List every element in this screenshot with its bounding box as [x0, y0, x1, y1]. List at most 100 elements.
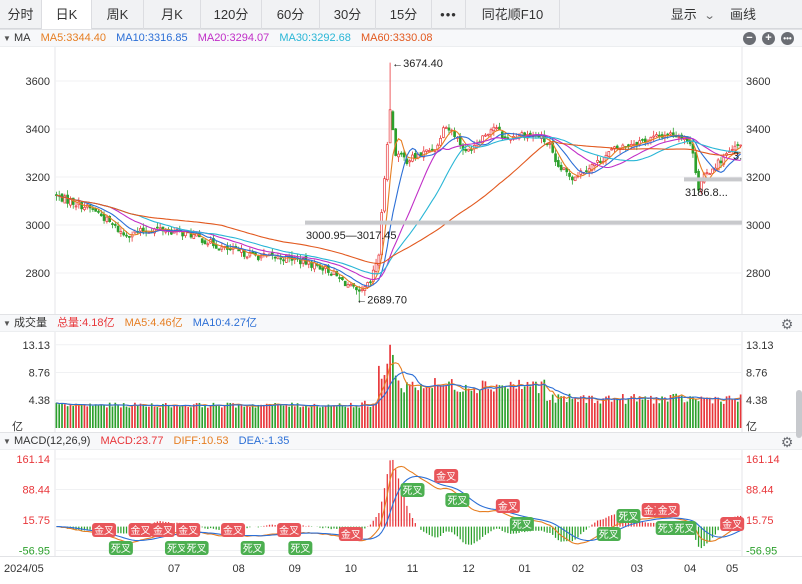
- golden-cross-marker: 金叉: [176, 523, 201, 537]
- volume-bar: [526, 381, 529, 428]
- candle-body: [94, 208, 97, 212]
- candle-body: [442, 127, 445, 138]
- volume-bar: [72, 406, 75, 428]
- volume-bar: [549, 400, 551, 428]
- scrollbar[interactable]: [796, 390, 802, 438]
- more-options-icon[interactable]: •••: [781, 32, 794, 45]
- volume-bar: [235, 407, 237, 428]
- collapse-caret-icon[interactable]: ▼: [3, 437, 11, 446]
- volume-bar: [58, 404, 61, 428]
- candle-body: [439, 137, 442, 146]
- macd-tick-left: 88.44: [22, 485, 50, 497]
- macd-tick-left: 161.14: [16, 454, 50, 466]
- volume-bar: [652, 403, 655, 428]
- volume-bar: [61, 403, 63, 428]
- macd-tick-right: 15.75: [746, 515, 774, 527]
- volume-bar: [192, 404, 195, 428]
- candle-body: [102, 214, 106, 221]
- candle-body: [599, 160, 602, 164]
- ma5-value: MA5:3344.40: [40, 32, 106, 44]
- marker-badge: [128, 523, 153, 537]
- volume-bar: [428, 387, 431, 428]
- tab-120min[interactable]: 120分: [201, 0, 262, 29]
- candle-body: [503, 136, 507, 139]
- volume-bar: [636, 401, 638, 428]
- volume-bar: [251, 404, 254, 428]
- volume-bar: [560, 396, 562, 428]
- marker-label: 死叉: [403, 485, 423, 497]
- volume-indicator-name[interactable]: 成交量: [14, 317, 47, 329]
- gap-range-label: 3000.95—3017.45: [306, 230, 397, 242]
- volume-bar: [501, 385, 504, 428]
- price-candlestick-chart[interactable]: ←3674.40 ←2689.70 3000.95—3017.45 3186.8...…: [0, 47, 802, 314]
- gear-icon[interactable]: ⚙: [780, 433, 794, 450]
- volume-bar: [159, 407, 161, 428]
- volume-bar: [464, 384, 467, 428]
- tab-30min[interactable]: 30分: [320, 0, 376, 29]
- more-periods-button[interactable]: •••: [432, 0, 466, 29]
- volume-bar-chart[interactable]: 13.13 13.13 8.76 8.76 4.38 4.38 亿 亿: [0, 332, 802, 432]
- collapse-caret-icon[interactable]: ▼: [3, 34, 11, 43]
- tab-daily-k[interactable]: 日K: [42, 0, 92, 29]
- macd-indicator-name[interactable]: MACD(12,26,9): [14, 435, 91, 447]
- volume-ma10-line: [56, 371, 741, 407]
- volume-bar: [680, 395, 683, 428]
- volume-bar: [369, 406, 372, 428]
- draw-line-button[interactable]: 画线: [729, 6, 756, 22]
- price-tick-left: 3200: [26, 172, 50, 184]
- volume-bar: [641, 399, 644, 428]
- volume-bar: [473, 387, 476, 428]
- candle-body: [355, 287, 358, 291]
- volume-bar: [658, 403, 661, 428]
- volume-bar: [571, 399, 574, 428]
- zoom-in-icon[interactable]: +: [762, 32, 775, 45]
- volume-bar: [305, 405, 307, 428]
- volume-tick-left: 13.13: [22, 340, 50, 352]
- volume-bar: [551, 394, 554, 428]
- collapse-caret-icon[interactable]: ▼: [3, 319, 11, 328]
- volume-bar: [403, 392, 405, 428]
- volume-bar: [736, 401, 739, 428]
- marker-label: 金叉: [279, 524, 299, 537]
- marker-badge: [672, 521, 697, 535]
- marker-badge: [616, 509, 641, 523]
- volume-bar: [678, 395, 680, 428]
- volume-bar: [335, 406, 338, 428]
- volume-bar: [302, 406, 305, 428]
- volume-bar: [122, 403, 125, 428]
- zoom-out-icon[interactable]: −: [743, 32, 756, 45]
- volume-bar: [650, 395, 652, 428]
- ma-indicator-name[interactable]: MA: [14, 32, 31, 44]
- date-axis: 2024/05 07 08 09 10 11 12 01 02 03 04 05: [0, 556, 802, 579]
- volume-bar: [338, 403, 341, 428]
- candle-body: [245, 256, 249, 259]
- volume-bar: [481, 380, 484, 428]
- marker-badge: [150, 523, 175, 537]
- tab-60min[interactable]: 60分: [262, 0, 320, 29]
- tab-intraday[interactable]: 分时: [0, 0, 42, 29]
- volume-bar: [720, 401, 722, 428]
- candle-body: [408, 160, 412, 163]
- tab-weekly-k[interactable]: 周K: [92, 0, 144, 29]
- golden-cross-marker: 金叉: [495, 499, 520, 513]
- marker-badge: [445, 493, 470, 507]
- marker-label: 金叉: [658, 504, 678, 517]
- volume-bar: [602, 398, 605, 428]
- tab-monthly-k[interactable]: 月K: [144, 0, 201, 29]
- marker-label: 金叉: [131, 524, 151, 537]
- tab-15min[interactable]: 15分: [376, 0, 432, 29]
- volume-bar: [638, 396, 641, 428]
- volume-bar: [669, 395, 672, 428]
- candle-body: [279, 257, 283, 260]
- candle-body: [657, 134, 661, 137]
- date-tick-label: 05: [726, 563, 738, 575]
- volume-bar: [563, 396, 565, 428]
- ths-f10-button[interactable]: 同花顺F10: [466, 0, 560, 29]
- golden-cross-marker: 金叉: [720, 517, 745, 531]
- display-dropdown[interactable]: 显示 ⌄: [663, 0, 722, 29]
- volume-bar: [254, 407, 257, 428]
- gear-icon[interactable]: ⚙: [780, 315, 794, 332]
- volume-bar: [383, 375, 386, 428]
- date-tick-label: 02: [572, 563, 584, 575]
